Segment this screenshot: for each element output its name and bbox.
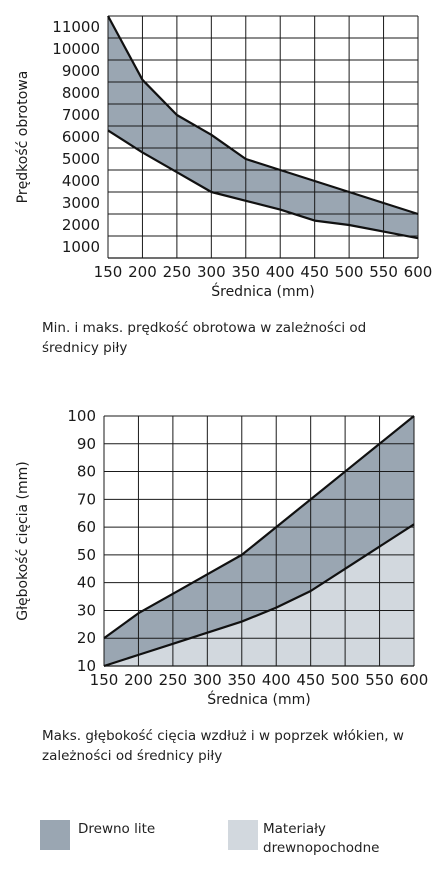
y-tick-label: 6000: [62, 128, 100, 146]
series-line-1: [107, 129, 419, 240]
x-tick-label: 350: [227, 671, 256, 689]
x-tick-label: 500: [335, 263, 364, 281]
series-line-0: [107, 15, 419, 216]
legend-label-solid-wood: Drewno lite: [78, 821, 156, 837]
x-tick-label: 550: [365, 671, 394, 689]
x-tick-label: 300: [193, 671, 222, 689]
x-tick-label: 200: [128, 263, 157, 281]
series-line-1: [103, 523, 415, 668]
x-tick-label: 250: [163, 263, 192, 281]
y-axis-label: Prędkość obrotowa: [15, 71, 31, 204]
legend-swatch-solid-wood: [40, 820, 70, 850]
y-tick-label: 8000: [62, 84, 100, 102]
x-tick-label: 400: [262, 671, 291, 689]
x-axis-label: Średnica (mm): [211, 282, 315, 300]
y-tick-label: 30: [77, 601, 96, 619]
y-tick-label: 3000: [62, 194, 100, 212]
x-tick-label: 550: [369, 263, 398, 281]
x-tick-label: 300: [197, 263, 226, 281]
y-tick-label: 100: [67, 407, 96, 425]
rotational-speed-chart: 150 200 250 300 350 400 450 500 550 600 1000 2000 30…: [15, 15, 433, 300]
x-tick-label: 200: [124, 671, 153, 689]
legend-swatch-wood-based: [228, 820, 258, 850]
y-tick-label: 2000: [62, 216, 100, 234]
y-tick-label: 4000: [62, 172, 100, 190]
y-tick-label: 10: [77, 657, 96, 675]
x-tick-label: 350: [231, 263, 260, 281]
series-line-0: [103, 415, 415, 640]
x-tick-label: 400: [266, 263, 295, 281]
y-tick-label: 50: [77, 546, 96, 564]
y-tick-label: 9000: [62, 62, 100, 80]
x-tick-label: 600: [400, 671, 429, 689]
x-tick-label: 150: [90, 671, 119, 689]
y-tick-label: 5000: [62, 150, 100, 168]
y-tick-label: 70: [77, 490, 96, 508]
cut-depth-caption: Maks. głębokość cięcia wzdłuż i w poprze…: [42, 728, 404, 764]
x-tick-label: 250: [159, 671, 188, 689]
y-tick-label: 40: [77, 574, 96, 592]
legend-label-wood-based: Materiały drewnopochodne: [263, 821, 380, 856]
y-tick-label: 60: [77, 518, 96, 536]
area-wood-based: [104, 524, 414, 666]
x-tick-label: 450: [296, 671, 325, 689]
x-tick-label: 150: [94, 263, 123, 281]
rotational-speed-caption: Min. i maks. prędkość obrotowa w zależno…: [42, 320, 367, 356]
y-axis-label: Głębokość cięcia (mm): [15, 461, 31, 621]
x-tick-label: 500: [331, 671, 360, 689]
y-tick-label: 11000: [52, 18, 100, 36]
y-tick-label: 10000: [52, 40, 100, 58]
y-tick-label: 20: [77, 629, 96, 647]
y-tick-label: 80: [77, 463, 96, 481]
x-tick-label: 450: [300, 263, 329, 281]
x-axis-label: Średnica (mm): [207, 690, 311, 708]
y-tick-label: 1000: [62, 238, 100, 256]
speed-range-band: [108, 16, 418, 239]
cut-depth-chart: 150 200 250 300 350 400 450 500 550 600 10 20 30 40 50…: [15, 407, 429, 708]
x-tick-label: 600: [404, 263, 433, 281]
y-tick-label: 7000: [62, 106, 100, 124]
y-tick-label: 90: [77, 435, 96, 453]
